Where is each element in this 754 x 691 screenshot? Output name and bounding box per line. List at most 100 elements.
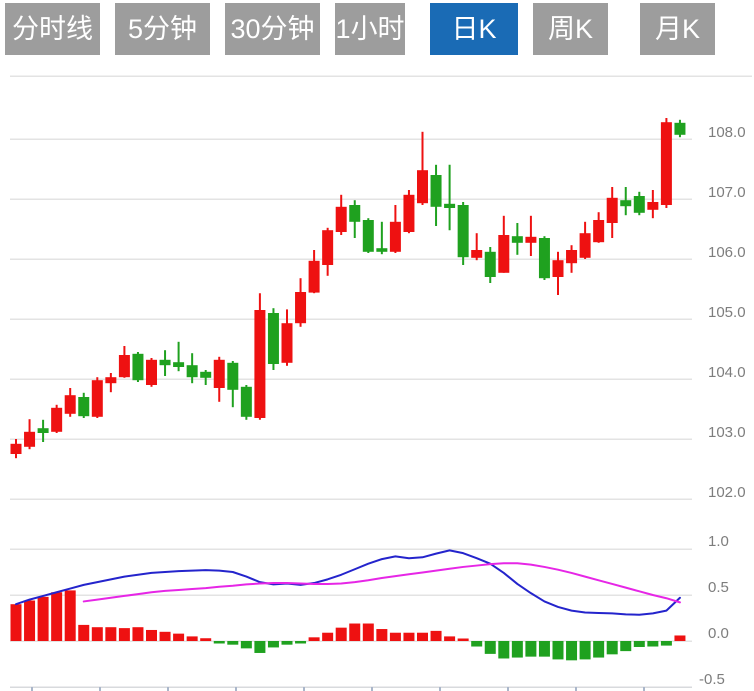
- macd-histogram-bar: [200, 638, 212, 641]
- candle-body: [498, 235, 510, 273]
- macd-histogram-bar: [37, 596, 49, 641]
- dea-line: [82, 562, 681, 604]
- candle-body: [132, 353, 144, 381]
- macd-histogram-bar: [620, 641, 632, 652]
- macd-histogram-bar: [159, 631, 171, 641]
- candle-body: [173, 362, 185, 367]
- macd-histogram-bar: [295, 641, 307, 644]
- tab-label: 分时线: [12, 14, 93, 44]
- price-axis-label: 103.0: [708, 424, 746, 441]
- macd-histogram-bar: [24, 600, 36, 641]
- candle-body: [349, 205, 361, 222]
- candle-body: [606, 197, 618, 223]
- macd-histogram-bar: [389, 632, 401, 641]
- candle-body: [37, 428, 49, 433]
- candle-body: [267, 313, 279, 364]
- macd-histogram-bar: [118, 628, 130, 641]
- tab-timeline[interactable]: 分时线: [5, 3, 100, 55]
- tab-label: 日K: [451, 14, 497, 44]
- candle-body: [91, 380, 103, 417]
- macd-histogram-bar: [362, 623, 374, 641]
- candle-body: [674, 122, 686, 135]
- tab-1hour[interactable]: 1小时: [335, 3, 405, 55]
- macd-histogram-bar: [322, 632, 334, 641]
- candle-body: [511, 236, 523, 243]
- macd-histogram-bar: [430, 630, 442, 641]
- candle-body: [403, 194, 415, 232]
- macd-histogram-bar: [511, 641, 523, 658]
- candle-body: [10, 443, 22, 454]
- macd-histogram-bar: [281, 641, 293, 645]
- tab-label: 5分钟: [127, 14, 198, 44]
- candle-body: [389, 221, 401, 252]
- macd-histogram-bar: [240, 641, 252, 649]
- macd-histogram-bar: [417, 632, 428, 641]
- tab-30min[interactable]: 30分钟: [225, 3, 320, 55]
- macd-histogram-bar: [674, 635, 686, 641]
- macd-histogram-bar: [647, 641, 659, 647]
- macd-histogram-bar: [525, 641, 537, 657]
- tab-label: 周K: [547, 14, 593, 44]
- tab-weekly-k[interactable]: 周K: [533, 3, 608, 55]
- price-axis-label: 102.0: [708, 484, 746, 501]
- macd-histogram-bar: [267, 641, 279, 648]
- tab-5min[interactable]: 5分钟: [115, 3, 210, 55]
- price-axis-label: 106.0: [708, 244, 746, 261]
- candle-body: [51, 407, 63, 432]
- candle-body: [417, 170, 428, 204]
- candle-body: [362, 220, 374, 252]
- macd-histogram-bar: [186, 636, 198, 641]
- candle-body: [457, 205, 469, 258]
- candle-body: [24, 431, 36, 447]
- macd-histogram-bar: [606, 641, 618, 655]
- macd-histogram-bar: [444, 636, 456, 641]
- candle-body: [566, 250, 578, 264]
- timeframe-tabbar: 分时线 5分钟 30分钟 1小时 日K 周K 月K: [0, 0, 754, 60]
- candle-body: [186, 365, 198, 378]
- candle-body: [444, 203, 456, 208]
- candle-body: [64, 395, 76, 414]
- macd-histogram-bar: [51, 592, 63, 641]
- candle-body: [78, 397, 90, 417]
- candle-body: [118, 355, 130, 378]
- macd-histogram-bar: [566, 641, 578, 661]
- candle-body: [335, 206, 347, 232]
- candle-body: [105, 377, 117, 384]
- tab-monthly-k[interactable]: 月K: [640, 3, 715, 55]
- macd-histogram-bar: [538, 641, 550, 657]
- candle-body: [538, 238, 550, 279]
- candle-body: [660, 122, 672, 205]
- macd-histogram-bar: [173, 633, 185, 641]
- tab-label: 月K: [654, 14, 700, 44]
- macd-histogram-bar: [498, 641, 510, 659]
- price-axis-label: 105.0: [708, 304, 746, 321]
- macd-histogram-bar: [376, 629, 388, 641]
- candle-body: [146, 359, 157, 385]
- candle-body: [213, 359, 225, 388]
- candle-body: [240, 386, 252, 417]
- candle-body: [647, 202, 659, 210]
- macd-histogram-bar: [579, 641, 591, 660]
- macd-histogram-bar: [91, 627, 103, 641]
- candle-body: [525, 236, 537, 243]
- macd-histogram-bar: [146, 629, 157, 641]
- macd-histogram-bar: [552, 641, 564, 660]
- macd-histogram-bar: [484, 641, 496, 654]
- candle-body: [579, 233, 591, 258]
- candle-body: [254, 310, 266, 418]
- candle-body: [552, 260, 564, 277]
- candle-body: [322, 230, 334, 265]
- candle-body: [159, 359, 171, 366]
- candle-body: [471, 250, 483, 258]
- macd-histogram-bar: [403, 632, 415, 641]
- macd-histogram-bar: [335, 627, 347, 641]
- price-axis-label: 104.0: [708, 364, 746, 381]
- macd-histogram-bar: [593, 641, 605, 658]
- macd-histogram-bar: [349, 623, 361, 641]
- tab-daily-k[interactable]: 日K: [430, 3, 518, 55]
- macd-histogram-bar: [660, 641, 672, 646]
- price-axis-label: 107.0: [708, 184, 746, 201]
- macd-axis-label: 0.0: [708, 625, 729, 642]
